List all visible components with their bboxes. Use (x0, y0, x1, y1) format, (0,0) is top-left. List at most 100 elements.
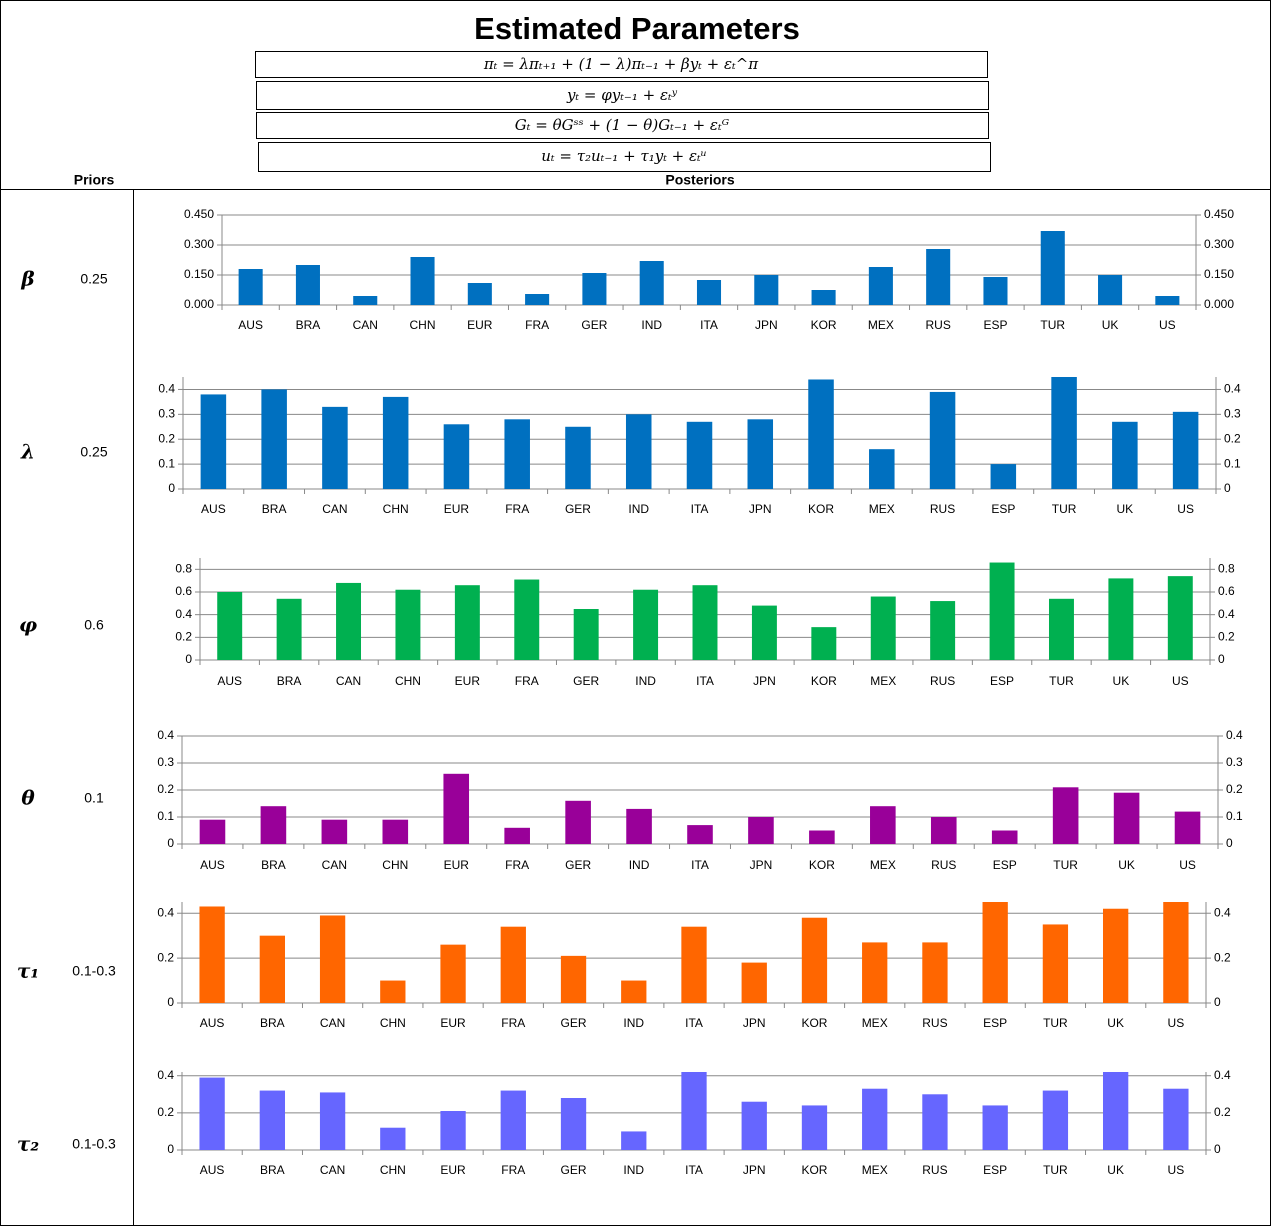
x-tick-label: ESP (983, 1163, 1007, 1177)
y2-tick-label: 0 (1226, 836, 1233, 850)
bar (751, 605, 777, 660)
y2-tick-label: 0 (1224, 481, 1231, 495)
bar (276, 598, 302, 660)
x-tick-label: TUR (1043, 1163, 1068, 1177)
bar (1112, 421, 1138, 489)
equation: πₜ = λπₜ₊₁ + (1 − λ)πₜ₋₁ + βyₜ + εₜ^π (483, 55, 759, 73)
x-tick-label: CHN (395, 674, 421, 688)
bar (929, 391, 956, 489)
x-tick-label: US (1159, 318, 1176, 332)
equation-box (256, 112, 989, 139)
x-tick-label: KOR (801, 1163, 827, 1177)
bar (382, 819, 409, 844)
y2-tick-label: 0.2 (1214, 950, 1231, 964)
x-tick-label: EUR (444, 502, 470, 516)
bar (989, 562, 1015, 660)
y2-tick-label: 0 (1214, 995, 1221, 1009)
y2-tick-label: 0.1 (1224, 456, 1241, 470)
y-tick-label: 0.2 (175, 630, 192, 644)
x-tick-label: RUS (931, 858, 956, 872)
bar (621, 1131, 647, 1150)
x-tick-label: CAN (322, 858, 347, 872)
bar (983, 277, 1008, 305)
x-tick-label: RUS (930, 674, 955, 688)
bar (811, 290, 836, 305)
bar (1155, 296, 1180, 305)
x-tick-label: US (1172, 674, 1189, 688)
x-tick-label: JPN (750, 858, 773, 872)
y2-tick-label: 0.3 (1226, 755, 1243, 769)
y-tick-label: 0 (167, 836, 174, 850)
y2-tick-label: 0.300 (1204, 237, 1234, 251)
y2-tick-label: 0 (1214, 1142, 1221, 1156)
bar (870, 806, 896, 844)
x-tick-label: EUR (444, 858, 470, 872)
x-tick-label: CHN (382, 858, 408, 872)
bar (1174, 811, 1201, 844)
y-tick-label: 0 (167, 1142, 174, 1156)
x-tick-label: BRA (296, 318, 321, 332)
y2-tick-label: 0.2 (1214, 1105, 1231, 1119)
y-tick-label: 0.4 (157, 728, 174, 742)
x-tick-label: US (1168, 1163, 1185, 1177)
bar (336, 582, 362, 660)
x-tick-label: AUS (217, 674, 242, 688)
y-tick-label: 0.1 (158, 456, 175, 470)
bar (259, 1090, 286, 1150)
bar (930, 601, 956, 660)
bar (319, 1092, 346, 1150)
x-tick-label: BRA (260, 1163, 285, 1177)
bar (1108, 578, 1134, 660)
x-tick-label: UK (1107, 1163, 1124, 1177)
x-tick-label: FRA (505, 858, 529, 872)
x-tick-label: AUS (201, 502, 226, 516)
y2-tick-label: 0 (1218, 652, 1225, 666)
x-tick-label: RUS (930, 502, 955, 516)
y-tick-label: 0.2 (157, 950, 174, 964)
bar (633, 589, 659, 660)
y2-tick-label: 0.2 (1224, 431, 1241, 445)
y-tick-label: 0.3 (157, 755, 174, 769)
x-tick-label: TUR (1040, 318, 1065, 332)
bar (1167, 576, 1193, 660)
bar (500, 1090, 526, 1150)
y-tick-label: 0.8 (175, 562, 192, 576)
bar (514, 579, 540, 660)
x-tick-label: TUR (1053, 858, 1078, 872)
bar (930, 817, 957, 844)
x-tick-label: US (1179, 858, 1196, 872)
x-tick-label: AUS (238, 318, 263, 332)
y-tick-label: 0.4 (158, 382, 175, 396)
y-tick-label: 0.150 (184, 267, 214, 281)
bar (200, 394, 227, 489)
bar (322, 406, 348, 489)
bar (1052, 787, 1079, 844)
bar (686, 421, 713, 489)
x-tick-label: JPN (755, 318, 778, 332)
bar (868, 267, 893, 305)
x-tick-label: KOR (811, 318, 837, 332)
x-tick-label: IND (628, 502, 649, 516)
y-tick-label: 0 (167, 995, 174, 1009)
bar (382, 396, 409, 489)
x-tick-label: KOR (811, 674, 837, 688)
x-tick-label: ESP (993, 858, 1017, 872)
x-tick-label: RUS (926, 318, 951, 332)
x-tick-label: CHN (380, 1016, 406, 1030)
x-tick-label: CHN (383, 502, 409, 516)
equation-box (258, 142, 991, 172)
x-tick-label: MEX (862, 1016, 888, 1030)
bar (261, 389, 287, 489)
bar (1051, 377, 1077, 489)
y2-tick-label: 0.450 (1204, 207, 1234, 221)
x-tick-label: ITA (685, 1163, 703, 1177)
y-tick-label: 0.4 (157, 905, 174, 919)
bar (754, 275, 779, 305)
x-tick-label: GER (565, 858, 591, 872)
bar (922, 1094, 948, 1150)
x-tick-label: CHN (410, 318, 436, 332)
bar (809, 830, 835, 844)
bar (626, 808, 652, 844)
y2-tick-label: 0.000 (1204, 297, 1234, 311)
bar (1113, 792, 1140, 844)
